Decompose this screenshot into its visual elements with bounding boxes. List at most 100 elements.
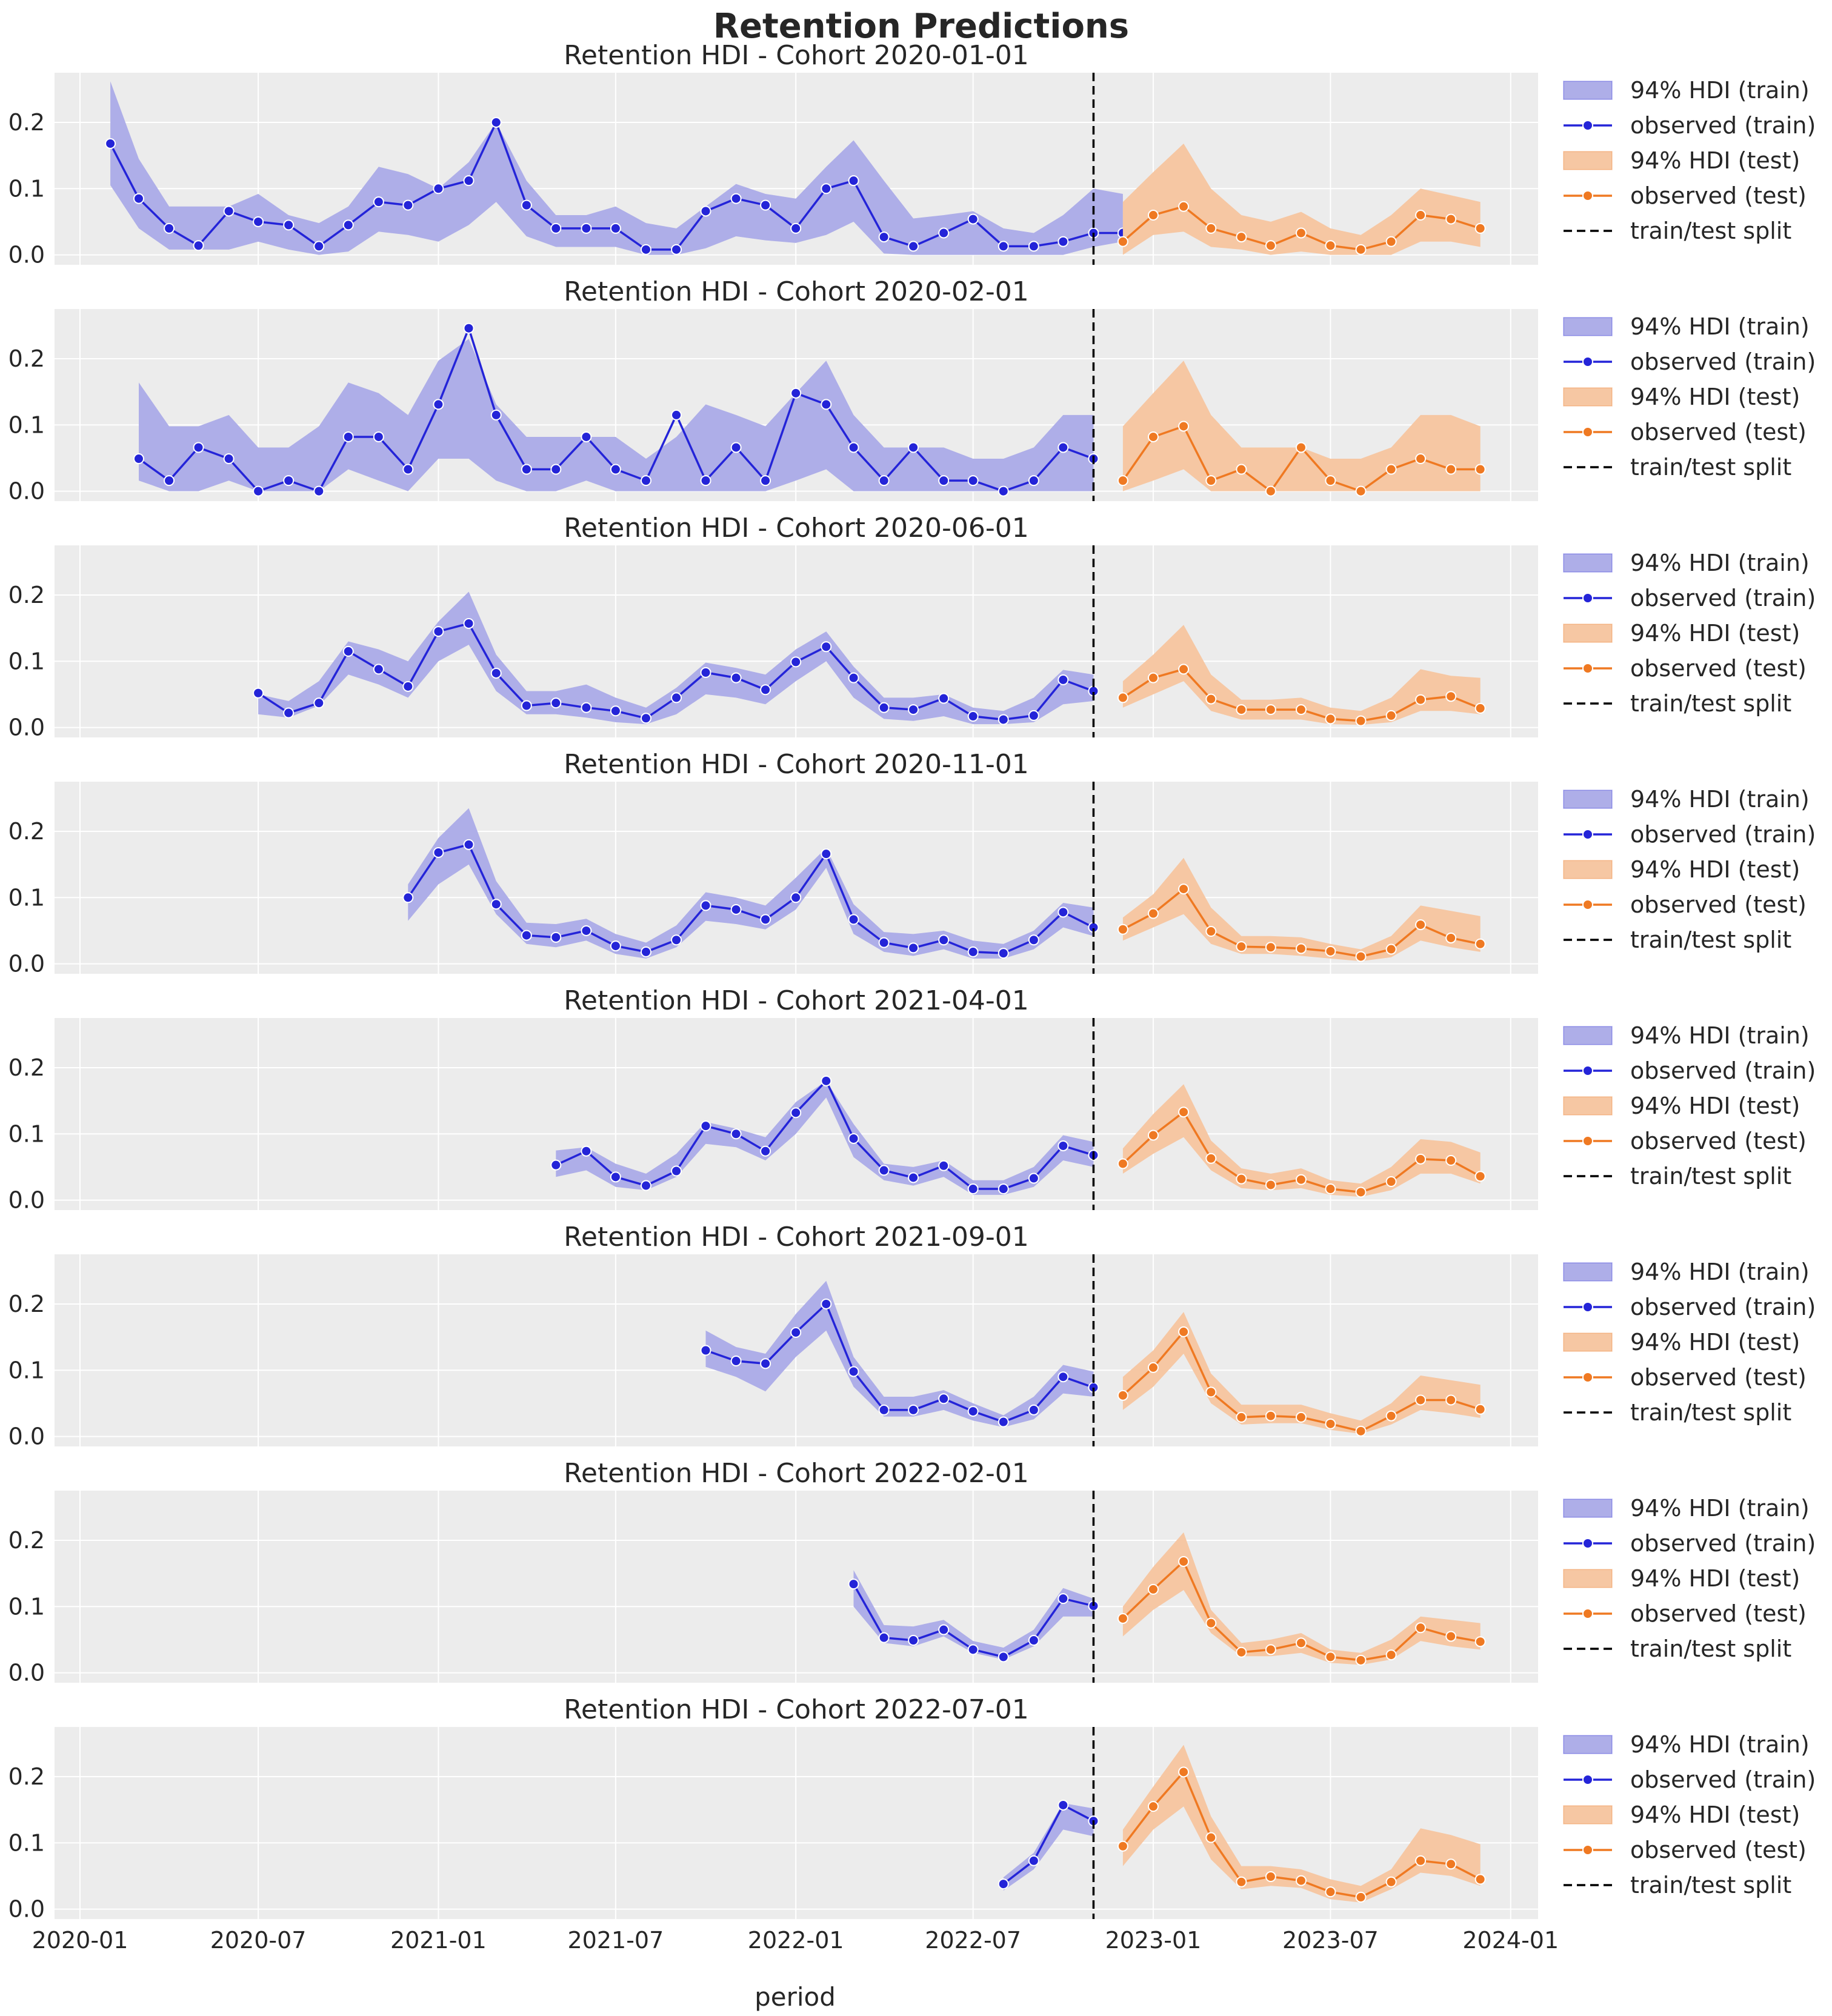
y-tick-label: 0.1 bbox=[8, 1120, 45, 1147]
legend-label: 94% HDI (train) bbox=[1630, 550, 1810, 576]
observed-point-train bbox=[908, 704, 919, 716]
legend-label: observed (train) bbox=[1630, 1057, 1816, 1084]
observed-point-test bbox=[1445, 1394, 1457, 1406]
observed-point-train bbox=[848, 672, 859, 684]
legend-marker bbox=[1582, 1845, 1593, 1855]
legend-label: observed (test) bbox=[1630, 1128, 1807, 1154]
observed-point-train bbox=[998, 1183, 1009, 1195]
observed-point-test bbox=[1385, 1176, 1397, 1187]
y-tick-label: 0.2 bbox=[8, 582, 45, 608]
legend-hdi-test: 94% HDI (test) bbox=[1563, 1801, 1800, 1828]
legend: 94% HDI (train) observed (train) 94% HDI (… bbox=[1563, 1259, 1816, 1426]
observed-point-train bbox=[790, 892, 802, 903]
observed-point-train bbox=[373, 431, 384, 442]
legend-split: train/test split bbox=[1564, 1163, 1791, 1189]
observed-point-train bbox=[433, 847, 444, 858]
observed-point-train bbox=[1058, 1371, 1069, 1383]
legend-swatch bbox=[1563, 1735, 1613, 1754]
observed-point-train bbox=[402, 680, 414, 692]
observed-point-test bbox=[1205, 222, 1217, 234]
legend-hdi-test: 94% HDI (test) bbox=[1563, 1565, 1800, 1592]
x-tick-label: 2024-01 bbox=[1462, 1927, 1559, 1954]
observed-point-test bbox=[1355, 1654, 1367, 1666]
legend-marker bbox=[1582, 427, 1593, 437]
subplot-grid: 0.0 0.1 0.2 Retention HDI - Cohort 2020-01-… bbox=[8, 40, 1816, 1954]
legend-label: train/test split bbox=[1630, 690, 1791, 717]
observed-point-train bbox=[342, 219, 354, 231]
observed-point-train bbox=[402, 892, 414, 903]
legend-label: observed (train) bbox=[1630, 1766, 1816, 1793]
observed-point-train bbox=[490, 899, 502, 910]
legend-marker bbox=[1582, 190, 1593, 201]
observed-point-train bbox=[730, 442, 742, 453]
legend-hdi-test: 94% HDI (test) bbox=[1563, 384, 1800, 410]
observed-point-test bbox=[1178, 201, 1190, 212]
y-tick-label: 0.2 bbox=[8, 1763, 45, 1790]
legend-swatch bbox=[1563, 151, 1613, 170]
observed-point-test bbox=[1265, 1179, 1276, 1191]
observed-point-train bbox=[581, 222, 592, 234]
legend-label: 94% HDI (test) bbox=[1630, 856, 1800, 883]
observed-point-test bbox=[1147, 1362, 1159, 1373]
observed-point-train bbox=[521, 199, 532, 211]
legend-label: observed (train) bbox=[1630, 112, 1816, 139]
legend-observed-test: observed (test) bbox=[1564, 1600, 1807, 1627]
observed-point-train bbox=[253, 485, 264, 497]
observed-point-train bbox=[938, 693, 950, 704]
observed-point-test bbox=[1325, 713, 1336, 725]
subplot-panel: 0.0 0.1 0.2 Retention HDI - Cohort 2020-01-… bbox=[8, 40, 1816, 268]
legend-label: 94% HDI (test) bbox=[1630, 1565, 1800, 1592]
observed-point-test bbox=[1325, 1651, 1336, 1663]
observed-point-train bbox=[760, 914, 771, 925]
subplot-panel: 0.0 0.1 0.2 Retention HDI - Cohort 2022-02-… bbox=[8, 1458, 1816, 1686]
observed-point-train bbox=[878, 1632, 890, 1643]
observed-point-train bbox=[1028, 475, 1039, 487]
legend: 94% HDI (train) observed (train) 94% HDI (… bbox=[1563, 1731, 1816, 1898]
observed-point-train bbox=[821, 848, 832, 860]
legend-swatch bbox=[1563, 1569, 1613, 1588]
observed-point-test bbox=[1295, 1637, 1307, 1649]
legend-label: train/test split bbox=[1630, 1872, 1791, 1898]
observed-point-train bbox=[671, 1165, 682, 1177]
legend-swatch bbox=[1563, 1499, 1613, 1518]
observed-point-train bbox=[938, 1624, 950, 1635]
observed-point-train bbox=[967, 1406, 979, 1417]
figure-title: Retention Predictions bbox=[713, 7, 1129, 46]
hdi-band-train bbox=[556, 1080, 1094, 1195]
observed-point-train bbox=[550, 697, 562, 709]
observed-point-test bbox=[1147, 908, 1159, 919]
observed-point-train bbox=[1028, 1404, 1039, 1416]
observed-point-train bbox=[640, 946, 651, 957]
observed-point-test bbox=[1147, 1801, 1159, 1812]
observed-point-test bbox=[1474, 1636, 1486, 1648]
legend-swatch bbox=[1563, 1805, 1613, 1825]
observed-point-test bbox=[1265, 704, 1276, 716]
observed-point-train bbox=[878, 1404, 890, 1416]
legend-observed-test: observed (test) bbox=[1564, 1128, 1807, 1154]
observed-point-train bbox=[550, 1159, 562, 1171]
observed-point-train bbox=[967, 1644, 979, 1655]
observed-point-train bbox=[433, 626, 444, 637]
observed-point-train bbox=[1058, 236, 1069, 247]
legend-label: observed (test) bbox=[1630, 1600, 1807, 1627]
observed-point-test bbox=[1355, 951, 1367, 962]
legend-label: observed (test) bbox=[1630, 419, 1807, 445]
legend-label: 94% HDI (test) bbox=[1630, 1801, 1800, 1828]
legend-label: 94% HDI (train) bbox=[1630, 313, 1810, 340]
observed-point-train bbox=[878, 937, 890, 948]
legend-observed-train: observed (train) bbox=[1564, 1057, 1816, 1084]
observed-point-train bbox=[760, 475, 771, 487]
legend-split: train/test split bbox=[1564, 1872, 1791, 1898]
legend-label: 94% HDI (train) bbox=[1630, 1259, 1810, 1285]
observed-point-test bbox=[1325, 1418, 1336, 1429]
observed-point-train bbox=[402, 199, 414, 211]
observed-point-test bbox=[1385, 710, 1397, 721]
observed-point-train bbox=[908, 241, 919, 252]
observed-point-train bbox=[730, 903, 742, 915]
observed-point-train bbox=[848, 1133, 859, 1144]
legend-split: train/test split bbox=[1564, 690, 1791, 717]
observed-point-test bbox=[1325, 475, 1336, 487]
observed-point-train bbox=[1058, 674, 1069, 685]
legend-label: 94% HDI (test) bbox=[1630, 384, 1800, 410]
observed-point-test bbox=[1147, 1129, 1159, 1141]
